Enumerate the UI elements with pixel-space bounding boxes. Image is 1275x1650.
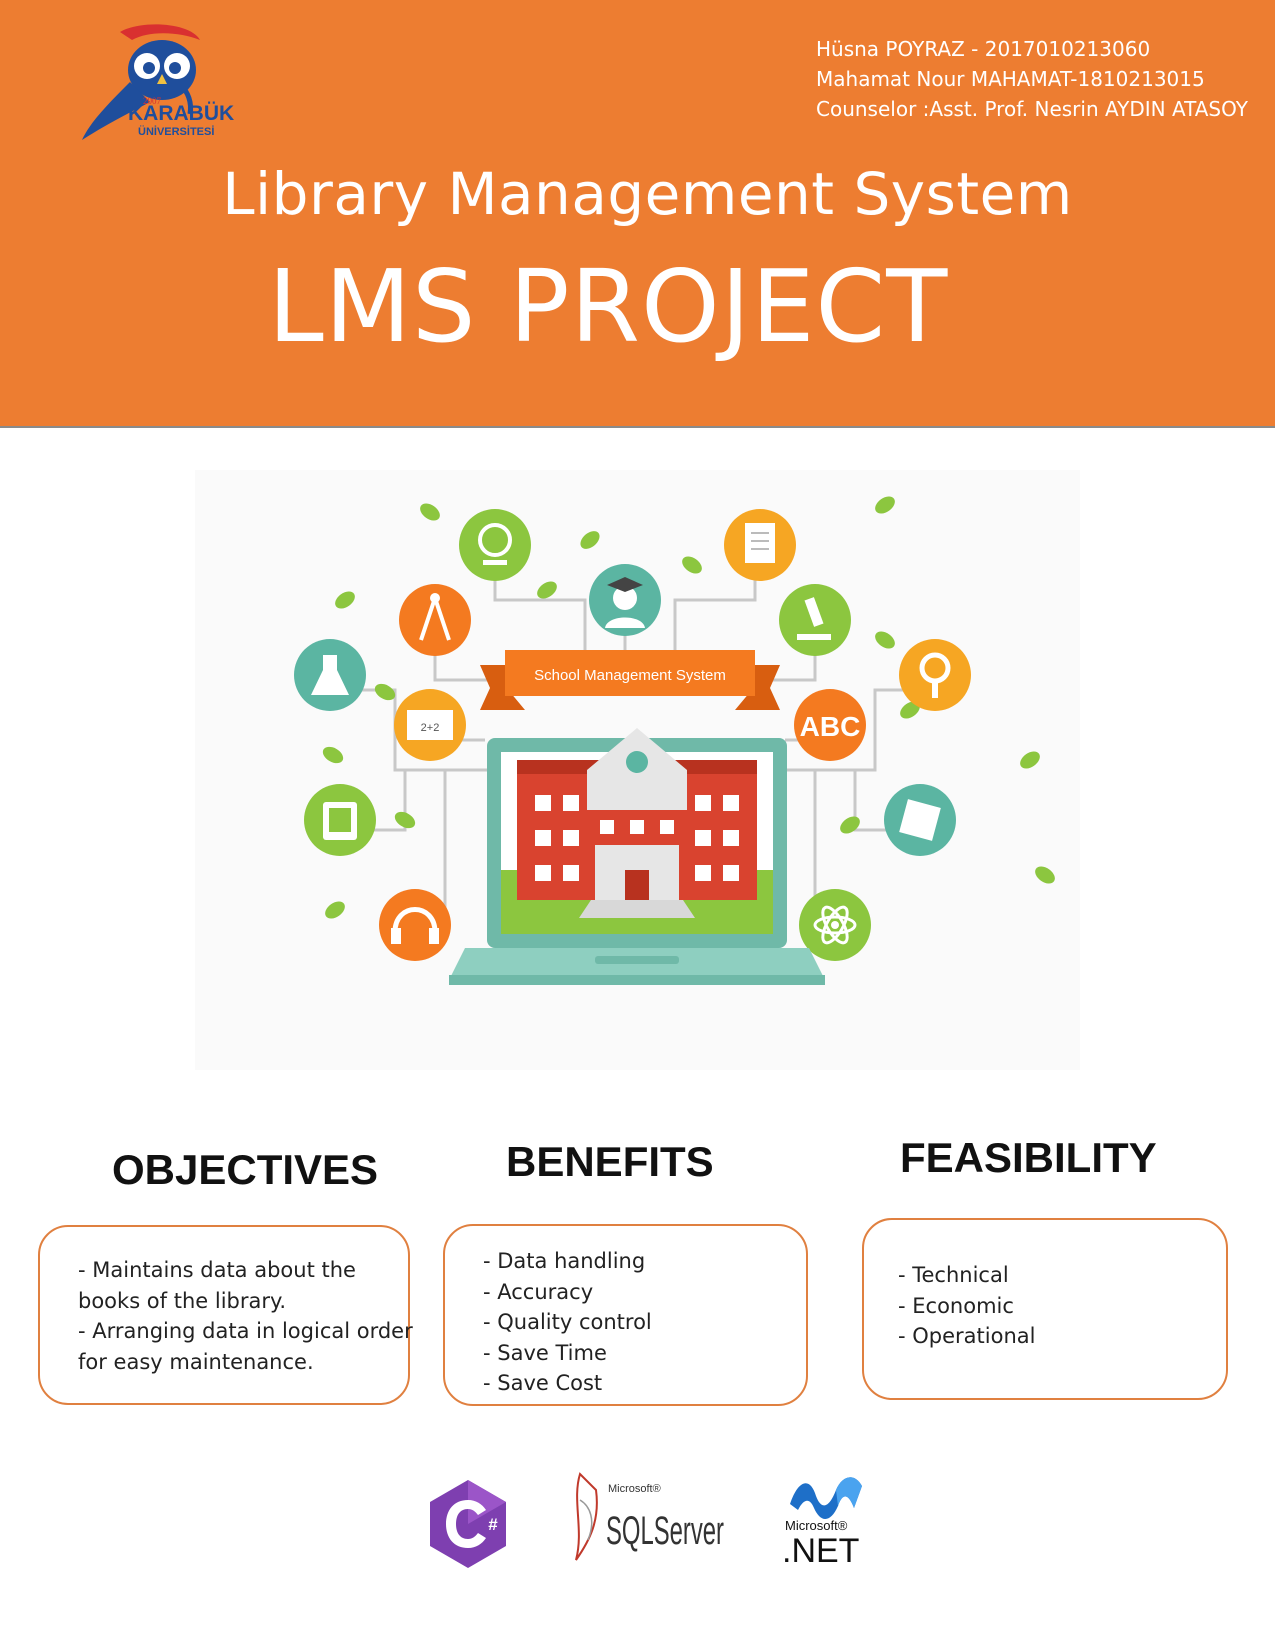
benefits-box: - Data handling - Accuracy - Quality con… [443, 1224, 808, 1406]
svg-text:2007: 2007 [143, 96, 162, 106]
graduate-icon [589, 564, 661, 636]
list-item: - Operational [898, 1324, 1036, 1348]
objectives-title: OBJECTIVES [112, 1146, 379, 1193]
school-building-icon [517, 728, 757, 918]
svg-text:#: # [488, 1515, 498, 1534]
sql-server-icon: Microsoft® SQLServer [575, 1472, 724, 1561]
list-item: - Arranging data in logical order [78, 1319, 413, 1343]
svg-text:KARABÜK: KARABÜK [128, 102, 234, 125]
page-title: Library Management System [222, 160, 1073, 228]
dotnet-icon: Microsoft® .NET [782, 1477, 862, 1570]
svg-text:SQLServer: SQLServer [606, 1509, 724, 1553]
author-line-2: Mahamat Nour MAHAMAT-1810213015 [816, 67, 1205, 91]
list-item: - Technical [898, 1263, 1009, 1287]
author-line-1: Hüsna POYRAZ - 2017010213060 [816, 37, 1151, 61]
list-item: - Save Cost [483, 1371, 603, 1395]
benefits-title: BENEFITS [506, 1138, 714, 1185]
svg-text:School Management System: School Management System [534, 667, 726, 684]
svg-text:2+2: 2+2 [421, 722, 440, 734]
notepad-icon [724, 509, 796, 581]
feasibility-title: FEASIBILITY [900, 1134, 1157, 1181]
svg-text:.NET: .NET [782, 1532, 859, 1566]
counselor-line: Counselor :Asst. Prof. Nesrin AYDIN ATAS… [816, 97, 1248, 121]
svg-text:ÜNİVERSİTESİ: ÜNİVERSİTESİ [138, 125, 214, 138]
page-subtitle: LMS PROJECT [268, 248, 949, 365]
svg-text:ABC: ABC [800, 711, 861, 742]
objectives-box: - Maintains data about the books of the … [38, 1225, 413, 1405]
header-banner: 2007 KARABÜK ÜNİVERSİTESİ Hüsna POYRAZ -… [0, 0, 1275, 428]
banner-ribbon: School Management System [480, 650, 780, 710]
list-item: - Maintains data about the [78, 1258, 356, 1282]
karabuk-university-logo: 2007 KARABÜK ÜNİVERSİTESİ [80, 22, 260, 152]
tablet-touch-icon [304, 784, 376, 856]
list-item: - Quality control [483, 1310, 652, 1334]
flask-icon [294, 639, 366, 711]
headphones-icon [379, 889, 451, 961]
school-management-illustration: School Management System 2+2 ABC [195, 470, 1080, 1070]
drawing-icon [884, 784, 956, 856]
svg-text:Microsoft®: Microsoft® [608, 1483, 661, 1495]
compass-icon [399, 584, 471, 656]
sql-server-logo: Microsoft® SQLServer [570, 1470, 730, 1564]
microscope-icon [779, 584, 851, 656]
abc-icon: ABC [794, 689, 866, 761]
list-item: for easy maintenance. [78, 1349, 314, 1374]
list-item: - Save Time [483, 1340, 607, 1365]
blackboard-icon: 2+2 [394, 689, 466, 761]
author-info: Hüsna POYRAZ - 2017010213060 Mahamat Nou… [816, 34, 1266, 124]
list-item: - Data handling [483, 1249, 646, 1273]
svg-text:Microsoft®: Microsoft® [785, 1518, 848, 1533]
school-management-graphic: School Management System 2+2 ABC [294, 496, 1055, 985]
owl-logo-icon: 2007 KARABÜK ÜNİVERSİTESİ [82, 24, 234, 140]
magnifier-icon [899, 639, 971, 711]
csharp-icon: # [430, 1480, 506, 1568]
csharp-logo: # [426, 1478, 510, 1570]
list-item: - Economic [898, 1293, 1014, 1318]
globe-icon [459, 509, 531, 581]
dotnet-logo: Microsoft® .NET [780, 1472, 880, 1570]
feasibility-box: - Technical - Economic - Operational [862, 1218, 1228, 1400]
list-item: - Accuracy [483, 1279, 594, 1304]
atom-icon [799, 889, 871, 961]
list-item: books of the library. [78, 1288, 287, 1313]
